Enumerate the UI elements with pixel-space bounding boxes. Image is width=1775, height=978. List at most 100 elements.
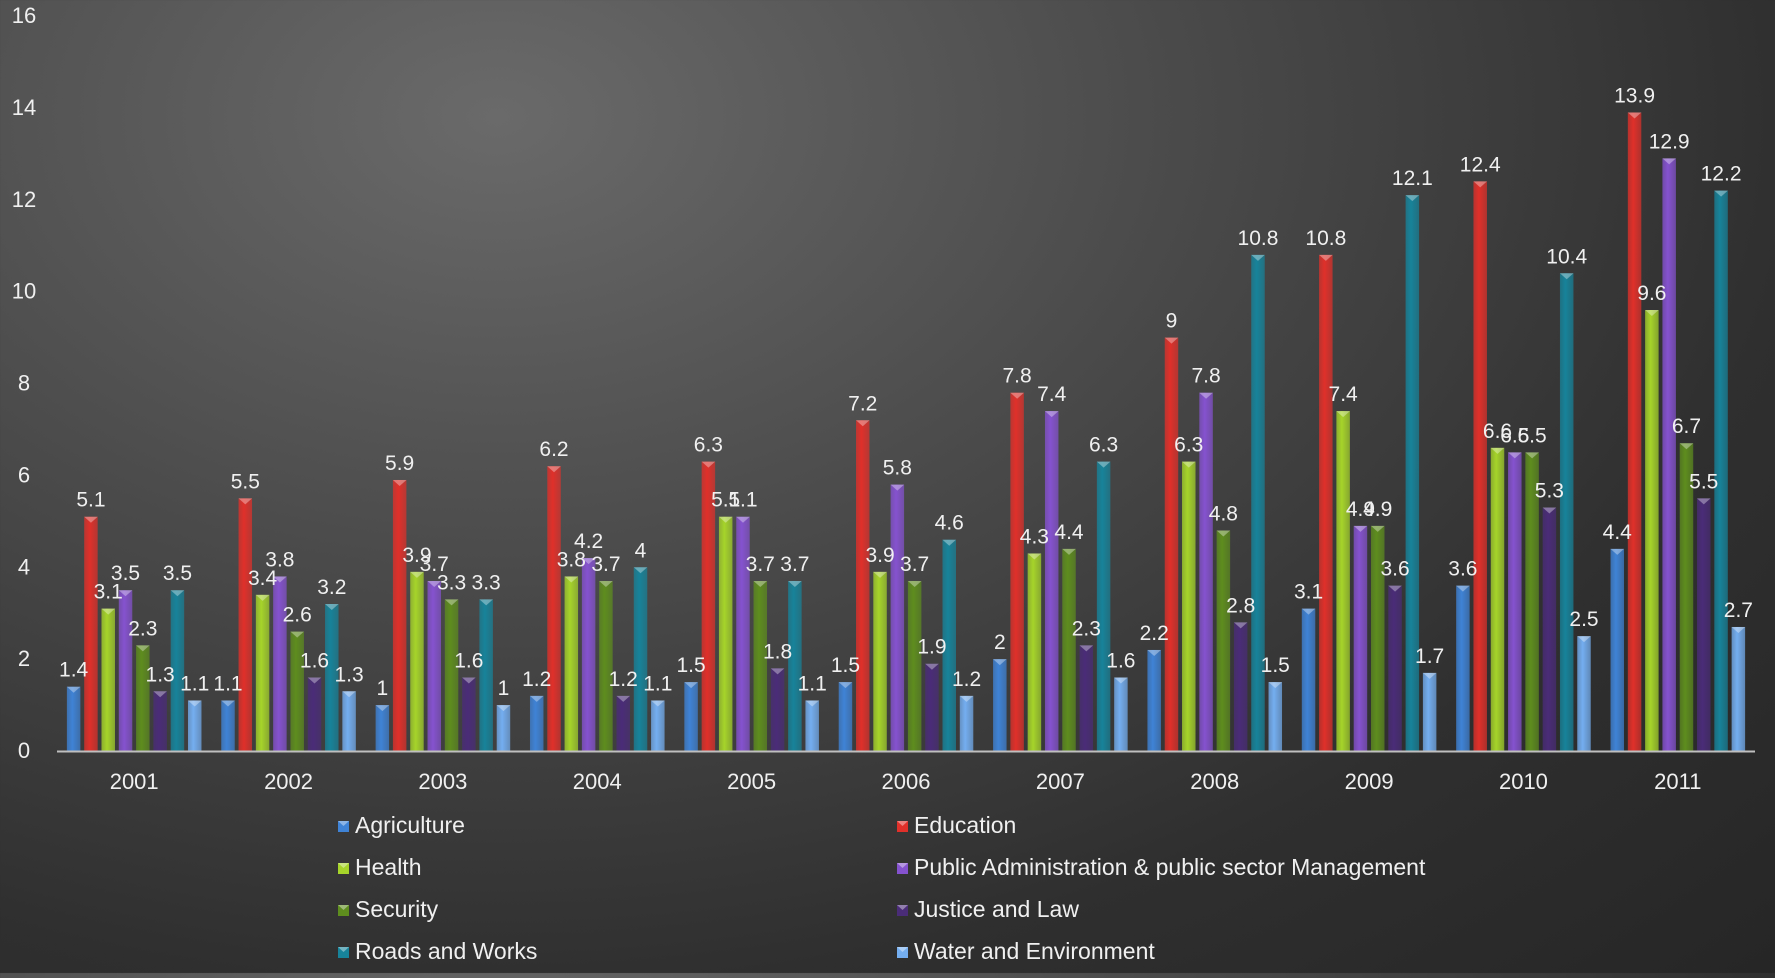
- bar-cap: [529, 695, 544, 702]
- bar-cap: [153, 691, 167, 698]
- bar: [788, 581, 802, 751]
- bar-cap: [1473, 181, 1487, 188]
- data-label: 6.5: [1518, 424, 1547, 447]
- bar: [392, 479, 407, 751]
- data-label: 5.1: [76, 489, 105, 512]
- bar: [1645, 310, 1659, 751]
- bar: [1525, 452, 1539, 751]
- data-label: 3.8: [265, 548, 294, 571]
- bar-cap: [410, 571, 424, 578]
- bar-cap: [684, 682, 698, 689]
- data-label: 6.2: [539, 438, 568, 461]
- data-label: 1.1: [213, 672, 242, 695]
- bar: [1251, 254, 1265, 751]
- legend-swatch-cap: [338, 947, 349, 952]
- bar: [1044, 411, 1059, 751]
- bar-cap: [753, 581, 768, 588]
- legend-label: Justice and Law: [914, 896, 1079, 922]
- data-label: 3.7: [746, 553, 775, 576]
- data-label: 4.3: [1020, 525, 1049, 548]
- bar: [1697, 498, 1711, 751]
- data-label: 3.1: [1294, 581, 1323, 604]
- x-tick-label: 2003: [418, 769, 467, 794]
- data-label: 4: [635, 539, 647, 562]
- bar: [66, 686, 81, 751]
- bar: [942, 539, 956, 751]
- y-tick-label: 6: [18, 462, 30, 487]
- bar: [118, 590, 133, 751]
- bar: [753, 581, 768, 751]
- bar: [1010, 392, 1024, 751]
- bars: [66, 112, 1746, 751]
- bar-cap: [1027, 553, 1042, 560]
- data-label: 3.5: [163, 562, 192, 585]
- bar: [1233, 622, 1248, 751]
- bar: [564, 576, 579, 751]
- bar: [153, 691, 167, 751]
- bar-cap: [925, 663, 939, 670]
- y-tick-label: 16: [12, 3, 36, 28]
- bar: [718, 516, 733, 751]
- x-tick-label: 2010: [1499, 769, 1548, 794]
- bar-cap: [1147, 649, 1161, 656]
- y-tick-label: 14: [12, 95, 36, 120]
- bar-cap: [342, 691, 356, 698]
- bar: [1147, 649, 1161, 751]
- y-axis: 0 2 4 6 8 10 12 14 16: [12, 3, 36, 763]
- bar-cap: [1542, 507, 1557, 514]
- legend-swatch: [897, 863, 908, 874]
- y-tick-label: 8: [18, 371, 30, 396]
- data-labels: 1.45.13.13.52.31.33.51.1 1.15.53.43.82.61…: [59, 84, 1753, 700]
- data-label: 2.5: [1569, 608, 1598, 631]
- bar-cap: [993, 659, 1007, 666]
- x-tick-label: 2007: [1036, 769, 1085, 794]
- bar-cap: [1456, 585, 1470, 592]
- bar-cap: [221, 700, 235, 707]
- legend-swatch: [338, 947, 349, 958]
- y-tick-label: 2: [18, 646, 30, 671]
- y-tick-label: 10: [12, 279, 36, 304]
- data-label: 1.6: [454, 650, 483, 673]
- data-label: 1.4: [59, 659, 89, 682]
- legend-swatch-cap: [897, 821, 908, 826]
- data-label: 5.1: [711, 489, 740, 512]
- data-label: 3.3: [472, 571, 501, 594]
- bar: [273, 576, 287, 751]
- data-label: 6.6: [1483, 420, 1512, 443]
- bar: [1473, 181, 1487, 751]
- bar-cap: [136, 645, 150, 652]
- bar-cap: [255, 594, 270, 601]
- bar-cap: [1490, 447, 1505, 454]
- legend-item: Public Administration & public sector Ma…: [897, 854, 1426, 880]
- legend-item: Security: [338, 896, 439, 922]
- data-label: 10.4: [1546, 245, 1587, 268]
- data-label: 4.9: [1346, 498, 1375, 521]
- data-label: 9: [1166, 310, 1178, 333]
- bar: [479, 599, 493, 751]
- data-label: 5.5: [1689, 470, 1718, 493]
- data-label: 3.7: [900, 553, 929, 576]
- bar-cap: [770, 668, 785, 675]
- bar-cap: [788, 581, 802, 588]
- bar-cap: [1353, 525, 1368, 532]
- legend-label: Agriculture: [355, 812, 465, 838]
- data-label: 1.3: [334, 663, 363, 686]
- legend-swatch-cap: [338, 863, 349, 868]
- bar: [581, 558, 596, 751]
- bar: [529, 695, 544, 751]
- data-label: 1.6: [300, 650, 329, 673]
- data-label: 1.5: [676, 654, 705, 677]
- bar: [1388, 585, 1402, 751]
- bar-cap: [375, 705, 390, 712]
- legend-item: Agriculture: [338, 812, 465, 838]
- bar-cap: [1508, 452, 1522, 459]
- bar-cap: [1233, 622, 1248, 629]
- bar: [1079, 645, 1094, 751]
- bar: [599, 581, 613, 751]
- x-tick-label: 2005: [727, 769, 776, 794]
- legend-label: Public Administration & public sector Ma…: [914, 854, 1426, 880]
- bar: [187, 700, 202, 751]
- data-label: 4.9: [1363, 498, 1392, 521]
- bar: [856, 420, 870, 751]
